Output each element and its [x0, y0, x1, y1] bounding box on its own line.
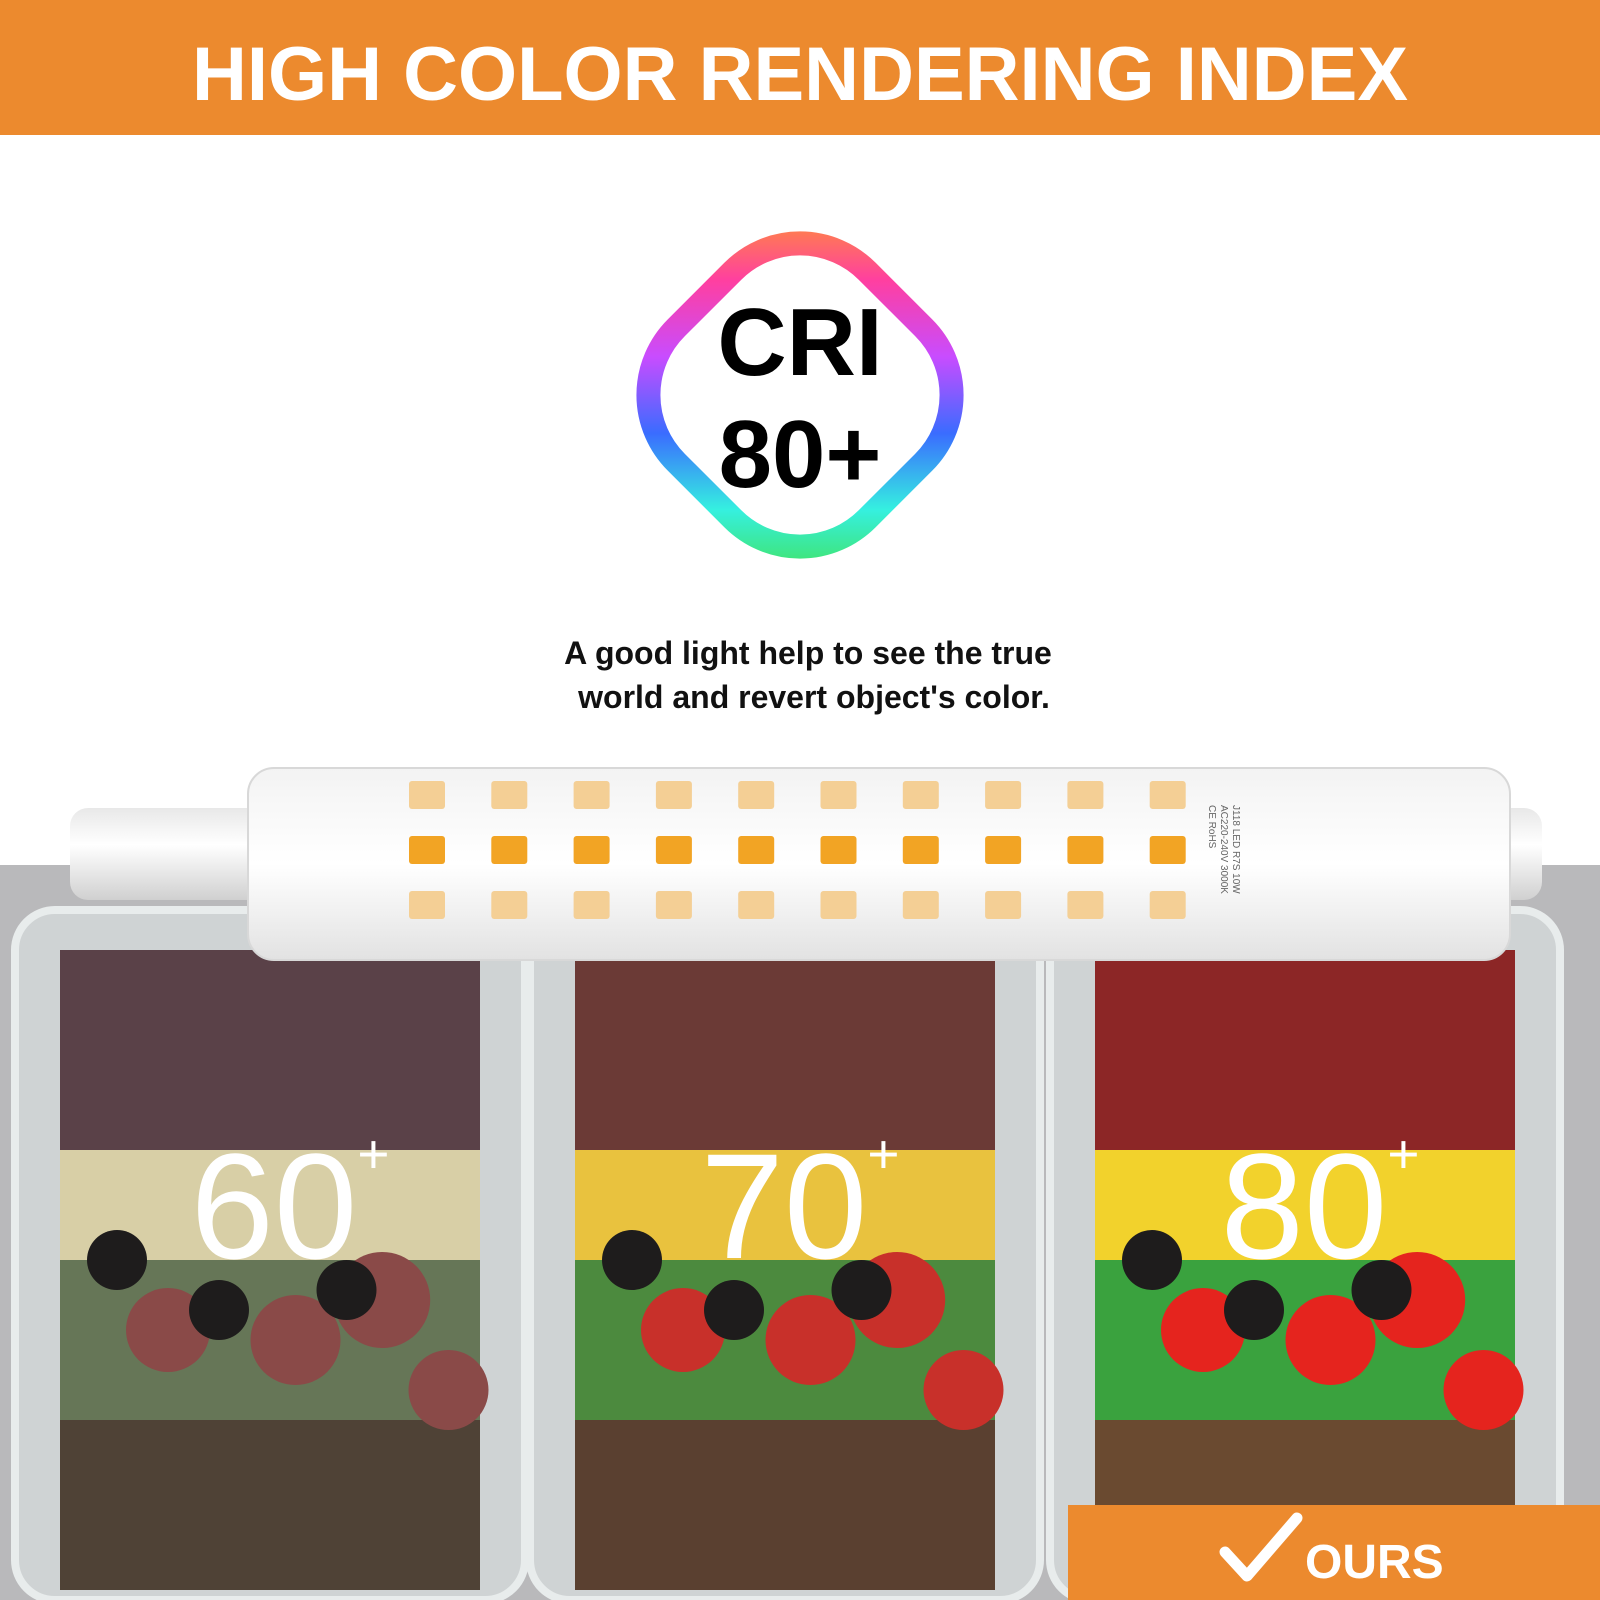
tomato — [923, 1350, 1004, 1430]
bulb-marking: J118 LED R7S 10W — [1230, 805, 1241, 894]
led — [820, 891, 857, 919]
bulb-tube — [247, 767, 1511, 961]
bulb-marking: CE RoHS — [1206, 805, 1217, 849]
food-panel: 70+ — [526, 906, 1044, 1600]
rice — [575, 950, 995, 1150]
food-panel: 80+ — [1046, 906, 1564, 1600]
ours-label: OURS — [1305, 1536, 1444, 1589]
badge-ring — [636, 231, 964, 559]
cri-value: 60+ — [191, 1122, 390, 1290]
lentils — [60, 1420, 480, 1590]
cri-value: 70+ — [701, 1122, 900, 1290]
cri-number: 80 — [1221, 1122, 1388, 1290]
olive — [1122, 1230, 1182, 1290]
led — [1067, 891, 1104, 919]
led — [902, 836, 939, 864]
led — [491, 836, 528, 864]
bulb-cap — [70, 808, 270, 900]
tomato — [1161, 1288, 1245, 1372]
tomato — [1443, 1350, 1524, 1430]
tomato — [1285, 1295, 1376, 1385]
olive — [316, 1260, 377, 1320]
led — [985, 836, 1022, 864]
food-panel: 60+ — [11, 906, 529, 1600]
led — [491, 891, 528, 919]
led — [655, 836, 692, 864]
badge-line2: 80+ — [719, 401, 882, 508]
led — [985, 781, 1022, 809]
olive — [87, 1230, 147, 1290]
header-title: HIGH COLOR RENDERING INDEX — [192, 32, 1408, 117]
led — [1149, 836, 1186, 864]
olive — [189, 1280, 249, 1340]
tomato — [408, 1350, 489, 1430]
led — [409, 891, 445, 919]
led — [738, 836, 775, 864]
ours-bar — [1068, 1505, 1600, 1600]
cri-number: 70 — [701, 1122, 868, 1290]
cri-plus: + — [1387, 1123, 1419, 1185]
led — [902, 781, 939, 809]
led — [655, 781, 692, 809]
cri-plus: + — [357, 1123, 389, 1185]
header-bar — [0, 0, 1600, 135]
led — [409, 781, 445, 809]
led — [491, 781, 528, 809]
led — [573, 836, 610, 864]
olive — [1351, 1260, 1412, 1320]
led — [820, 836, 857, 864]
bulb-marking: AC220-240V 3000K — [1218, 805, 1229, 894]
description-line2: world and revert object's color. — [577, 679, 1050, 715]
rice — [1095, 950, 1515, 1150]
rice — [60, 950, 480, 1150]
led — [573, 891, 610, 919]
cri-plus: + — [867, 1123, 899, 1185]
led — [738, 781, 775, 809]
led — [1067, 836, 1104, 864]
led — [409, 836, 445, 864]
tomato — [126, 1288, 210, 1372]
description-line1: A good light help to see the true — [564, 635, 1052, 671]
led — [573, 781, 610, 809]
led — [655, 891, 692, 919]
lentils — [575, 1420, 995, 1590]
tomato — [765, 1295, 856, 1385]
check-icon — [1219, 1512, 1303, 1582]
food-panels: 60+ 70+ 80+ — [11, 906, 1564, 1600]
led — [1149, 781, 1186, 809]
led — [1149, 891, 1186, 919]
cri-number: 60 — [191, 1122, 358, 1290]
cri-value: 80+ — [1221, 1122, 1420, 1290]
tomato — [250, 1295, 341, 1385]
led — [985, 891, 1022, 919]
led — [1067, 781, 1104, 809]
olive — [831, 1260, 892, 1320]
olive — [602, 1230, 662, 1290]
led — [902, 891, 939, 919]
tomato — [641, 1288, 725, 1372]
olive — [704, 1280, 764, 1340]
olive — [1224, 1280, 1284, 1340]
badge-line1: CRI — [717, 289, 882, 396]
led — [738, 891, 775, 919]
led — [820, 781, 857, 809]
